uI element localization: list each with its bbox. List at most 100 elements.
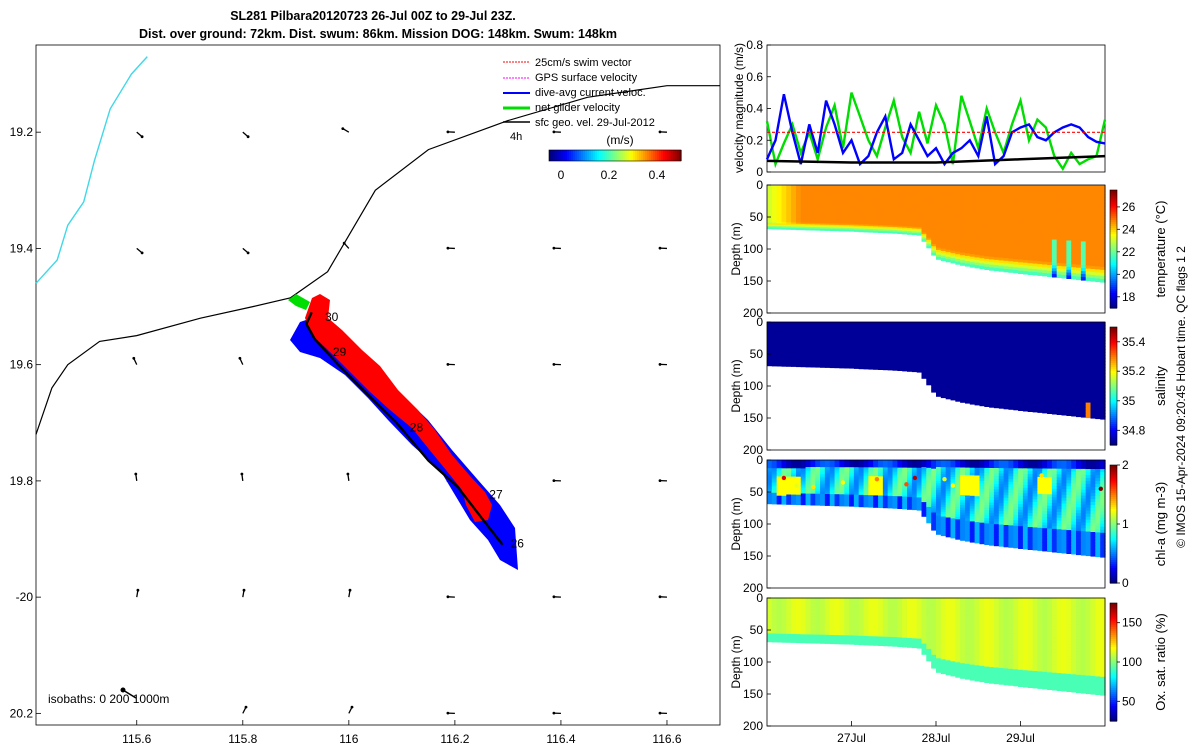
sfc-vector-head <box>446 595 450 599</box>
section-cell <box>882 220 889 223</box>
section-cell <box>1037 244 1043 248</box>
section-cell <box>800 185 807 187</box>
section-cell <box>849 222 855 225</box>
section-cell <box>892 343 898 346</box>
section-cell <box>921 220 927 223</box>
section-cell <box>921 186 927 190</box>
section-cell <box>844 347 850 350</box>
section-cell <box>931 322 937 325</box>
section-cell <box>805 213 811 215</box>
section-cell <box>998 392 1005 396</box>
section-cell <box>791 203 797 205</box>
section-cell <box>1066 327 1072 332</box>
section-cell <box>926 214 932 217</box>
section-cell <box>911 335 918 338</box>
section-cell <box>805 364 811 366</box>
section-cell <box>940 340 947 344</box>
section-cell <box>950 238 956 242</box>
section-cell <box>791 208 797 211</box>
section-cell <box>771 350 778 353</box>
section-cell <box>979 213 985 217</box>
section-cell <box>1022 226 1029 230</box>
section-cell <box>911 191 918 194</box>
section-colorbar-cell <box>1110 282 1117 285</box>
section-cell <box>960 377 966 381</box>
dive-avg-current-swath <box>290 318 518 570</box>
section-cell <box>873 199 879 202</box>
section-cell <box>998 338 1005 342</box>
section-cell <box>824 353 831 356</box>
section-cell <box>979 198 985 202</box>
section-cell <box>820 360 826 363</box>
section-cell <box>844 229 850 232</box>
section-cell <box>1022 374 1029 379</box>
section-cell <box>1085 262 1092 267</box>
section-cell <box>931 370 937 373</box>
section-cell <box>878 213 884 216</box>
section-cell <box>1071 357 1077 361</box>
section-cell <box>1056 368 1063 372</box>
section-cell <box>771 360 778 363</box>
section-cell <box>863 332 869 335</box>
section-cell <box>993 206 1000 210</box>
section-cell <box>858 352 865 355</box>
section-cell <box>1003 357 1009 361</box>
section-cell <box>878 230 884 233</box>
section-cell <box>800 351 807 354</box>
section-cell <box>1003 346 1009 350</box>
section-cell <box>1037 230 1043 234</box>
section-cell <box>791 216 797 219</box>
section-cell <box>974 350 980 354</box>
section-cell <box>979 340 985 344</box>
section-cell <box>989 246 995 250</box>
section-cell <box>955 344 961 348</box>
section-cell <box>1022 388 1029 392</box>
section-cell <box>940 253 947 257</box>
section-cell <box>960 354 966 358</box>
section-cell <box>853 221 860 224</box>
section-cell <box>1013 354 1019 359</box>
section-cell <box>1022 377 1029 381</box>
section-cell <box>965 210 971 214</box>
section-cell <box>989 335 995 339</box>
section-cell <box>965 217 971 221</box>
section-cell <box>771 204 778 207</box>
section-cell <box>834 366 840 369</box>
section-cell <box>979 245 985 249</box>
section-cell <box>834 196 840 199</box>
section-cell <box>892 195 898 198</box>
section-cell <box>791 355 797 358</box>
section-cell <box>1071 324 1077 329</box>
section-cell <box>1085 247 1092 252</box>
section-cell <box>892 189 898 192</box>
section-cell <box>1066 231 1072 236</box>
section-cell <box>998 324 1005 328</box>
section-cell <box>868 348 874 351</box>
section-cell <box>979 260 985 264</box>
section-cell <box>1056 339 1063 343</box>
section-cell <box>907 215 913 218</box>
section-cell <box>1022 322 1029 326</box>
section-y-tick-label: 0 <box>756 178 763 192</box>
section-cell <box>882 211 889 214</box>
section-cell <box>810 344 816 347</box>
section-cell <box>1056 257 1063 261</box>
section-cell <box>984 192 990 197</box>
section-cell <box>1056 213 1063 218</box>
section-cell <box>998 389 1005 393</box>
section-cell <box>878 192 884 195</box>
section-cell <box>834 329 840 332</box>
section-cell <box>1022 260 1029 264</box>
section-cell <box>916 331 923 334</box>
section-cell <box>1047 330 1053 335</box>
section-cell <box>1042 239 1048 243</box>
section-cell <box>1032 352 1038 357</box>
section-cell <box>936 349 942 353</box>
section-cell <box>1085 220 1092 225</box>
section-cell <box>1042 219 1048 223</box>
section-cell <box>882 351 889 354</box>
section-cell <box>786 352 792 355</box>
section-cell <box>1066 263 1072 268</box>
section-cell <box>1013 250 1019 255</box>
